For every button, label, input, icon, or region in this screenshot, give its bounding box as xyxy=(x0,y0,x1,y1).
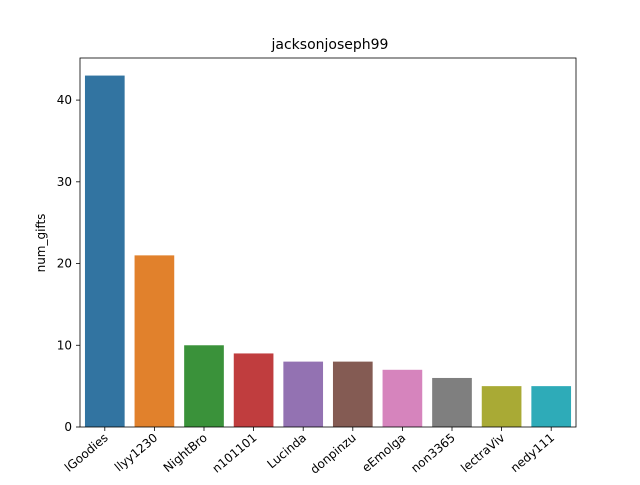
x-axis: lGoodies llyy1230 NightBro n101101 Lucindado… xyxy=(62,427,557,477)
x-tick-label: donpinzu xyxy=(308,431,359,477)
bar-lectraViv xyxy=(481,386,522,427)
bar-eEmolga xyxy=(382,369,423,427)
x-tick-label: Lucinda xyxy=(264,431,309,472)
y-axis: 0 10 20 30 40 xyxy=(57,93,80,434)
bar-n101101 xyxy=(233,353,274,427)
y-tick-label: 10 xyxy=(57,338,72,352)
bar-nedy111 xyxy=(531,386,572,427)
y-tick-label: 40 xyxy=(57,93,72,107)
bar-lGoodies xyxy=(84,75,125,428)
x-tick-label: non3365 xyxy=(408,431,458,476)
plot-frame xyxy=(79,57,577,428)
x-tick-label: lectraViv xyxy=(458,431,507,476)
bar-llyy1230 xyxy=(134,255,175,427)
y-tick-label: 20 xyxy=(57,257,72,271)
x-tick-label: eEmolga xyxy=(359,431,408,475)
x-tick-label: nedy111 xyxy=(508,431,557,476)
x-tick-label: NightBro xyxy=(161,431,210,475)
bar-non3365 xyxy=(432,377,472,427)
x-tick-label: lGoodies xyxy=(62,431,111,475)
x-tick-label: n101101 xyxy=(210,431,260,476)
bar-group xyxy=(84,75,572,428)
y-axis-label: num_gifts xyxy=(34,214,48,273)
y-tick-label: 30 xyxy=(57,175,72,189)
bar-Lucinda xyxy=(283,361,324,427)
x-tick-label: llyy1230 xyxy=(112,431,160,475)
y-tick-label: 0 xyxy=(64,420,72,434)
chart-title: jacksonjoseph99 xyxy=(271,37,389,53)
bar-donpinzu xyxy=(332,361,373,427)
bar-NightBro xyxy=(184,345,224,427)
